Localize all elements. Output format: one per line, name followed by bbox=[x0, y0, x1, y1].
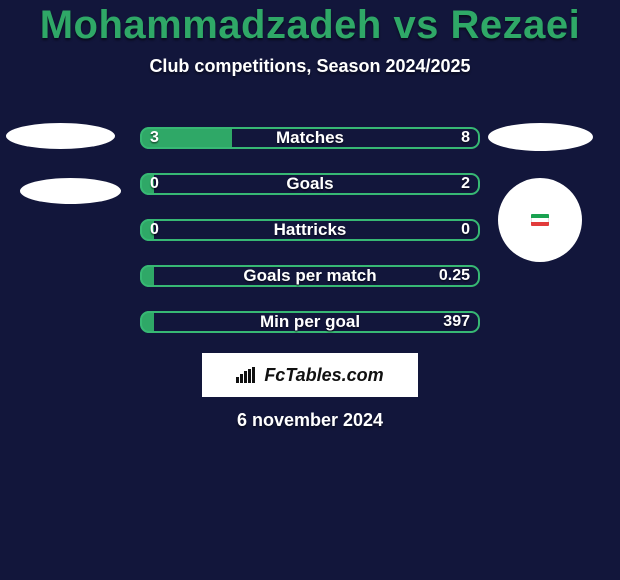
stat-label: Goals per match bbox=[243, 266, 376, 286]
stat-fill bbox=[140, 311, 154, 333]
stat-left-value: 0 bbox=[150, 175, 159, 193]
stat-row: Goals 0 2 bbox=[139, 172, 481, 196]
stat-right-value: 0.25 bbox=[439, 267, 470, 285]
stat-fill bbox=[140, 265, 154, 287]
date-text: 6 november 2024 bbox=[237, 410, 383, 431]
stat-label: Matches bbox=[276, 128, 344, 148]
stat-right-value: 0 bbox=[461, 221, 470, 239]
stat-row: Hattricks 0 0 bbox=[139, 218, 481, 242]
stat-left-value: 3 bbox=[150, 129, 159, 147]
stat-right-value: 397 bbox=[443, 313, 470, 331]
player-right-avatar bbox=[498, 178, 582, 262]
page-title: Mohammadzadeh vs Rezaei bbox=[0, 0, 620, 46]
stat-label: Goals bbox=[286, 174, 333, 194]
stat-left-value: 0 bbox=[150, 221, 159, 239]
brand-chart-icon bbox=[236, 367, 258, 383]
player-right-ellipse bbox=[488, 123, 593, 151]
player-left-ellipse bbox=[6, 123, 115, 149]
comparison-infographic: Mohammadzadeh vs Rezaei Club competition… bbox=[0, 0, 620, 580]
player-left-ellipse-2 bbox=[20, 178, 121, 204]
stat-row: Goals per match 0.25 bbox=[139, 264, 481, 288]
stat-label: Hattricks bbox=[274, 220, 347, 240]
stat-right-value: 8 bbox=[461, 129, 470, 147]
brand-text: FcTables.com bbox=[264, 365, 383, 386]
brand-badge: FcTables.com bbox=[202, 353, 418, 397]
stat-label: Min per goal bbox=[260, 312, 360, 332]
stat-row: Min per goal 397 bbox=[139, 310, 481, 334]
stat-rows: Matches 3 8 Goals 0 2 Hattricks 0 0 Goals per mat… bbox=[139, 126, 481, 334]
flag-icon bbox=[531, 214, 549, 226]
subtitle: Club competitions, Season 2024/2025 bbox=[0, 56, 620, 77]
stat-right-value: 2 bbox=[461, 175, 470, 193]
stat-row: Matches 3 8 bbox=[139, 126, 481, 150]
